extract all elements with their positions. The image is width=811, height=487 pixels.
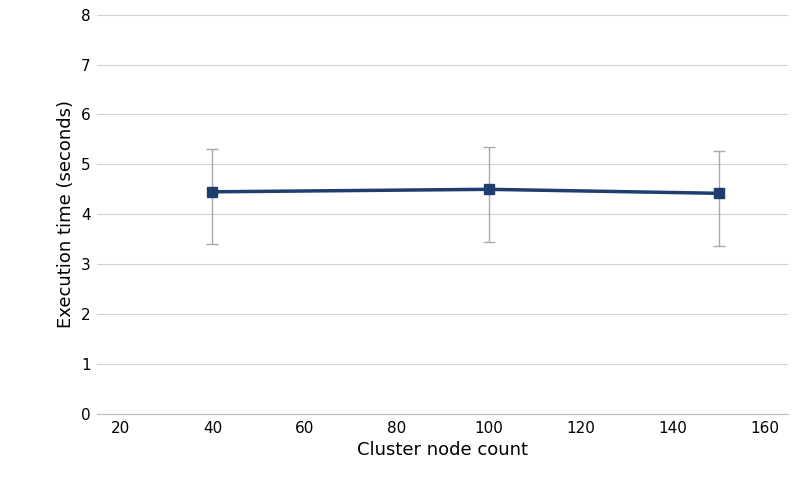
X-axis label: Cluster node count: Cluster node count xyxy=(357,441,527,459)
Y-axis label: Execution time (seconds): Execution time (seconds) xyxy=(57,100,75,328)
